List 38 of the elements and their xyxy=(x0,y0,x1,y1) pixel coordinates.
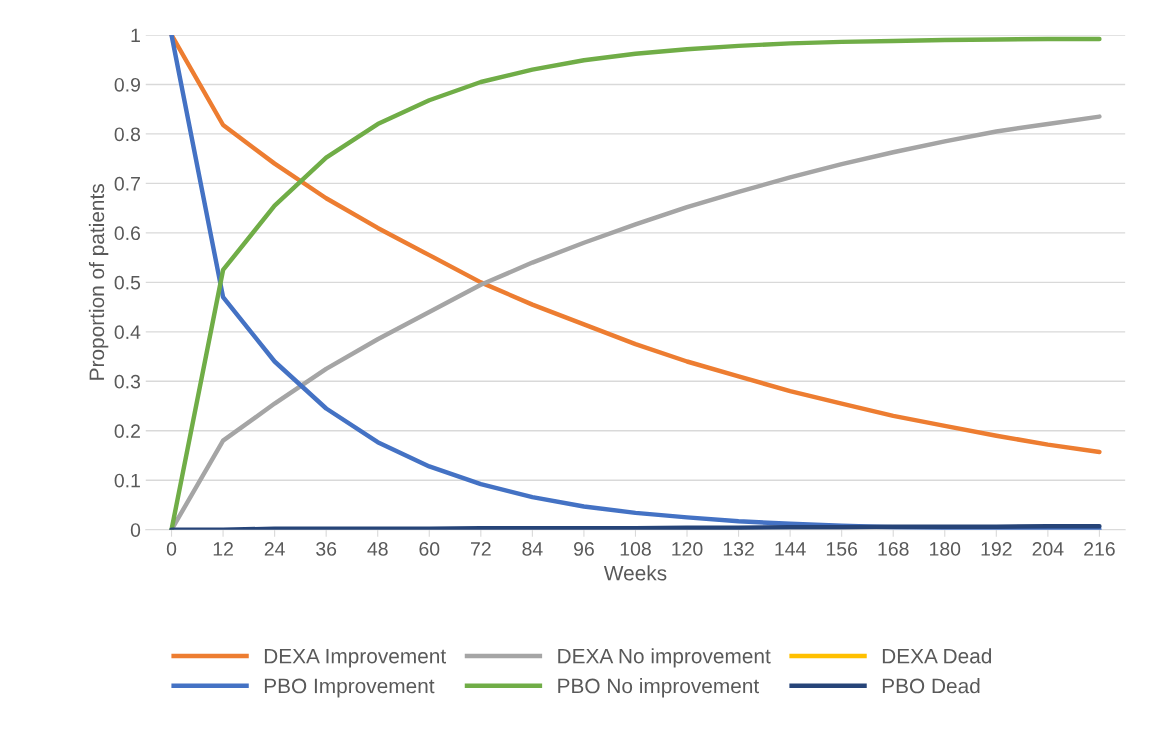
y-tick-label: 0.9 xyxy=(114,77,140,92)
y-tick-label: 0.5 xyxy=(114,275,141,290)
y-tick-label: 0.7 xyxy=(114,176,140,191)
y-tick-label: 0 xyxy=(130,523,141,537)
x-tick-label: 48 xyxy=(367,542,388,556)
x-tick-label: 180 xyxy=(930,542,961,556)
y-tick-label: 0.6 xyxy=(114,226,141,241)
y-tick-label: 1 xyxy=(131,28,140,43)
y-tick-label: 0.8 xyxy=(114,127,141,142)
x-tick-label: 72 xyxy=(471,542,491,556)
x-tick-label: 108 xyxy=(620,542,651,556)
legend-label: PBO No improvement xyxy=(558,678,760,698)
x-tick-label: 132 xyxy=(723,542,754,556)
x-tick-label: 216 xyxy=(1084,542,1115,556)
x-tick-label: 96 xyxy=(574,542,594,556)
legend-label: PBO Improvement xyxy=(264,678,435,698)
x-tick-label: 168 xyxy=(878,542,909,556)
y-axis-title: Proportion of patients xyxy=(88,184,109,380)
legend-label: PBO Dead xyxy=(882,678,980,694)
legend-label: DEXA Dead xyxy=(882,648,992,664)
x-tick-label: 120 xyxy=(672,542,703,556)
x-tick-label: 36 xyxy=(316,542,337,556)
x-tick-label: 204 xyxy=(1032,542,1064,556)
y-tick-label: 0.2 xyxy=(114,424,140,439)
y-tick-label: 0.3 xyxy=(114,374,141,389)
x-tick-label: 156 xyxy=(826,542,858,556)
legend-label: DEXA No improvement xyxy=(558,648,771,668)
x-tick-label: 12 xyxy=(213,542,233,556)
x-tick-label: 84 xyxy=(522,542,543,556)
x-tick-label: 24 xyxy=(264,542,285,556)
x-tick-label: 60 xyxy=(419,542,440,556)
x-tick-label: 144 xyxy=(775,542,806,556)
y-tick-label: 0.4 xyxy=(114,325,141,340)
x-tick-label: 192 xyxy=(981,542,1012,556)
legend-label: DEXA Improvement xyxy=(264,648,447,668)
x-tick-label: 0 xyxy=(166,542,177,556)
y-tick-label: 0.1 xyxy=(114,473,140,488)
x-axis-title: Weeks xyxy=(603,565,667,581)
